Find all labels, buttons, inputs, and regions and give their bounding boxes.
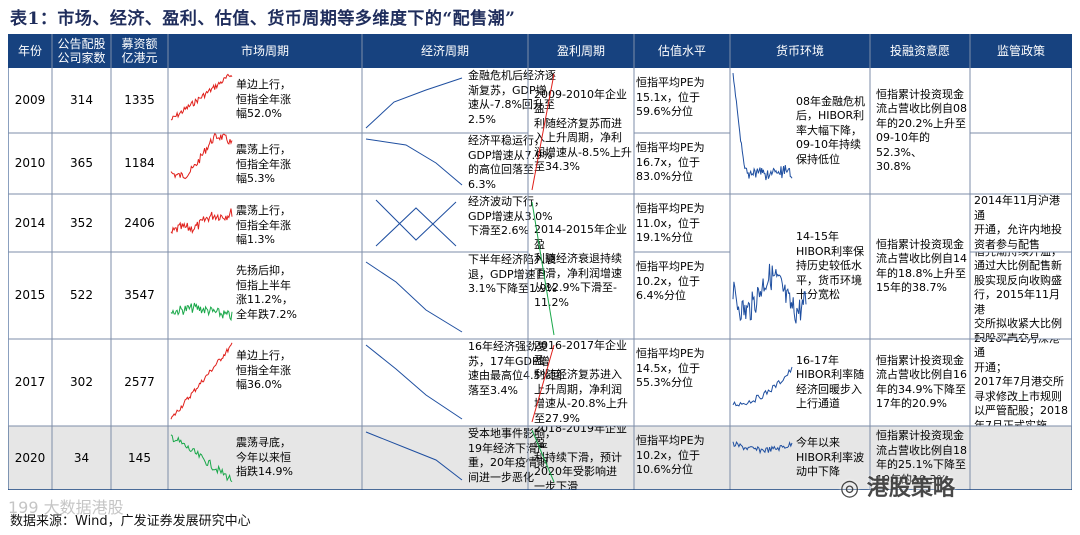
header-2: 募资额 亿港元 — [121, 37, 158, 65]
source-note: 数据来源：Wind，广发证券发展研究中心 — [10, 514, 251, 529]
financing-text: 恒指累计投资现金 流占营收比例自18 年的25.1%下降至 19年的19.3% — [876, 429, 967, 486]
economy-line-2015 — [365, 261, 463, 333]
header-7: 货币环境 — [775, 44, 824, 58]
year-cell: 2014 — [14, 215, 46, 230]
faint-watermark: 199 大数据港股 — [8, 498, 124, 517]
profit-line-2018 — [531, 429, 555, 483]
year-cell: 2010 — [14, 156, 46, 171]
wechat-watermark: ◎ 港股策略 — [840, 470, 955, 502]
count-cell: 522 — [70, 288, 93, 303]
regulation-text: 2014年11月沪港通 开通，允许内地投 资者参与配售 — [974, 194, 1062, 251]
economy-text: 经济平稳运行， GDP增速从7.9% 的高位回落至 6.3% — [468, 134, 553, 191]
year-cell: 2015 — [14, 288, 46, 303]
header-0: 年份 — [17, 44, 42, 58]
header-6: 估值水平 — [657, 44, 706, 58]
count-cell: 302 — [70, 375, 93, 390]
table-background — [8, 34, 1072, 490]
market-line-2014 — [170, 208, 233, 235]
financing-text: 恒指累计投资现金 流占营收比例自14 年的18.8%上升至 15年的38.7% — [876, 237, 967, 295]
market-text: 震荡上行， 恒指全年涨 幅1.3% — [236, 204, 291, 246]
profit-text: 2016-2017年企业盈 利随经济复苏进入 上升周期，净利润 增速从-20.8… — [534, 339, 628, 425]
market-text: 单边上行， 恒指全年涨 幅52.0% — [236, 78, 291, 120]
economy-line-2010 — [365, 138, 463, 186]
monetary-text: 14-15年 HIBOR利率保 持历史较低水 平，货币环境 十分宽松 — [796, 230, 865, 302]
financing-text: 恒指累计投资现金 流占营收比例自08 年的20.2%上升至 09-10年的52.… — [876, 87, 967, 174]
economy-line-2009 — [365, 77, 463, 129]
wechat-icon: ◎ — [840, 476, 867, 501]
regulation-text: 借壳潮持续升温， 通过大比例配售新 股实现反向收购盛 行，2015年11月港 交… — [974, 252, 1062, 339]
valuation-text: 恒指平均PE为 16.7x，位于 83.0%分位 — [636, 141, 705, 183]
market-text: 先扬后抑， 恒指上半年 涨11.2%， 全年跌7.2% — [236, 264, 297, 321]
amount-cell: 2406 — [124, 215, 155, 230]
profit-text: 2014-2015年企业盈 利随经济衰退持续 下滑，净利润增速 从12.9%下滑… — [534, 223, 627, 309]
economy-text: 经济波动下行， GDP增速从3.0% 下滑至2.6% — [468, 195, 553, 237]
financing-text: 恒指累计投资现金 流占营收比例自16 年的34.9%下降至 17年的20.9% — [876, 353, 967, 411]
count-cell: 34 — [73, 450, 90, 465]
market-line-2009 — [170, 73, 233, 121]
market-line-2020 — [170, 434, 233, 483]
amount-cell: 1335 — [124, 93, 155, 108]
amount-cell: 2577 — [124, 375, 155, 390]
valuation-text: 恒指平均PE为 15.1x，位于 59.6%分位 — [636, 76, 705, 118]
hibor-line-2016 — [732, 366, 793, 407]
economy-text: 金融危机后经济逐 渐复苏，GDP增 速从-7.8%回升至 2.5% — [468, 69, 556, 126]
profit-text: 2009-2010年企业盈 利随经济复苏而进 入上升周期，净利 润增速从-8.5… — [534, 87, 632, 174]
hibor-line-2014 — [732, 263, 807, 324]
market-text: 单边上行， 恒指全年涨 幅36.0% — [236, 349, 291, 391]
profit-line-2016 — [531, 344, 555, 423]
valuation-text: 恒指平均PE为 10.2x，位于 6.4%分位 — [636, 260, 705, 302]
economy-text: 下半年经济陷入衰 退，GDP增速自 3.1%下降至1.9% — [468, 253, 557, 295]
year-cell: 2017 — [14, 375, 46, 390]
header-3: 市场周期 — [240, 44, 289, 58]
year-cell: 2009 — [14, 93, 46, 108]
row-2020-shade — [8, 426, 1072, 490]
year-cell: 2020 — [14, 450, 46, 465]
header-band — [8, 34, 1072, 68]
header-8: 投融资意愿 — [889, 44, 950, 58]
economy-line-2014b — [375, 207, 457, 247]
data-table: 年份 公告配股 公司家数 募资额 亿港元 市场周期 经济周期 盈利周期 估值水平 货币环境 投融… — [8, 34, 1072, 490]
watermark-text: 港股策略 — [866, 476, 955, 501]
monetary-text: 08年金融危机 后，HIBOR利 率大幅下降， 09-10年持续 保持低位 — [796, 94, 865, 166]
valuation-text: 恒指平均PE为 10.2x，位于 10.6%分位 — [636, 434, 705, 476]
monetary-text: 16-17年 HIBOR利率随 经济回暖步入 上行通道 — [796, 353, 865, 411]
count-cell: 314 — [70, 93, 93, 108]
economy-line-2014a — [375, 199, 457, 241]
regulation-text: 2016年12月深港通 开通； 2017年7月港交所 寻求修改上市规则 以严管配… — [974, 339, 1068, 426]
profit-line-2009 — [531, 73, 555, 191]
valuation-text: 恒指平均PE为 14.5x，位于 55.3%分位 — [636, 347, 705, 389]
hibor-line-2020 — [732, 440, 793, 455]
monetary-text: 今年以来 HIBOR利率波 动中下降 — [796, 436, 865, 479]
hibor-line-2009 — [732, 73, 793, 181]
valuation-text: 恒指平均PE为 11.0x，位于 19.1%分位 — [636, 202, 705, 244]
count-cell: 365 — [70, 156, 93, 171]
economy-line-2020 — [365, 431, 463, 481]
amount-cell: 145 — [128, 450, 151, 465]
table-title: 表1：市场、经济、盈利、估值、货币周期等多维度下的“配售潮” — [10, 9, 516, 29]
header-9: 监管政策 — [996, 44, 1045, 58]
economy-line-2017 — [365, 344, 463, 420]
market-line-2017 — [170, 342, 233, 420]
header-5: 盈利周期 — [556, 44, 605, 58]
header-1: 公告配股 公司家数 — [57, 37, 106, 65]
amount-cell: 1184 — [124, 156, 155, 171]
market-line-2010 — [170, 132, 233, 180]
count-cell: 352 — [70, 215, 93, 230]
market-line-2015 — [170, 302, 233, 322]
amount-cell: 3547 — [124, 288, 155, 303]
profit-line-2014 — [531, 201, 555, 336]
market-text: 震荡上行， 恒指全年涨 幅5.3% — [236, 143, 291, 185]
profit-text: 2018-2019年企业盈 利持续下滑，预计 2020年受影响进 一步下滑 — [534, 426, 627, 490]
header-4: 经济周期 — [420, 44, 469, 58]
market-text: 震荡寻底， 今年以来恒 指跌14.9% — [236, 436, 293, 478]
sparkline-layer — [8, 34, 1072, 490]
